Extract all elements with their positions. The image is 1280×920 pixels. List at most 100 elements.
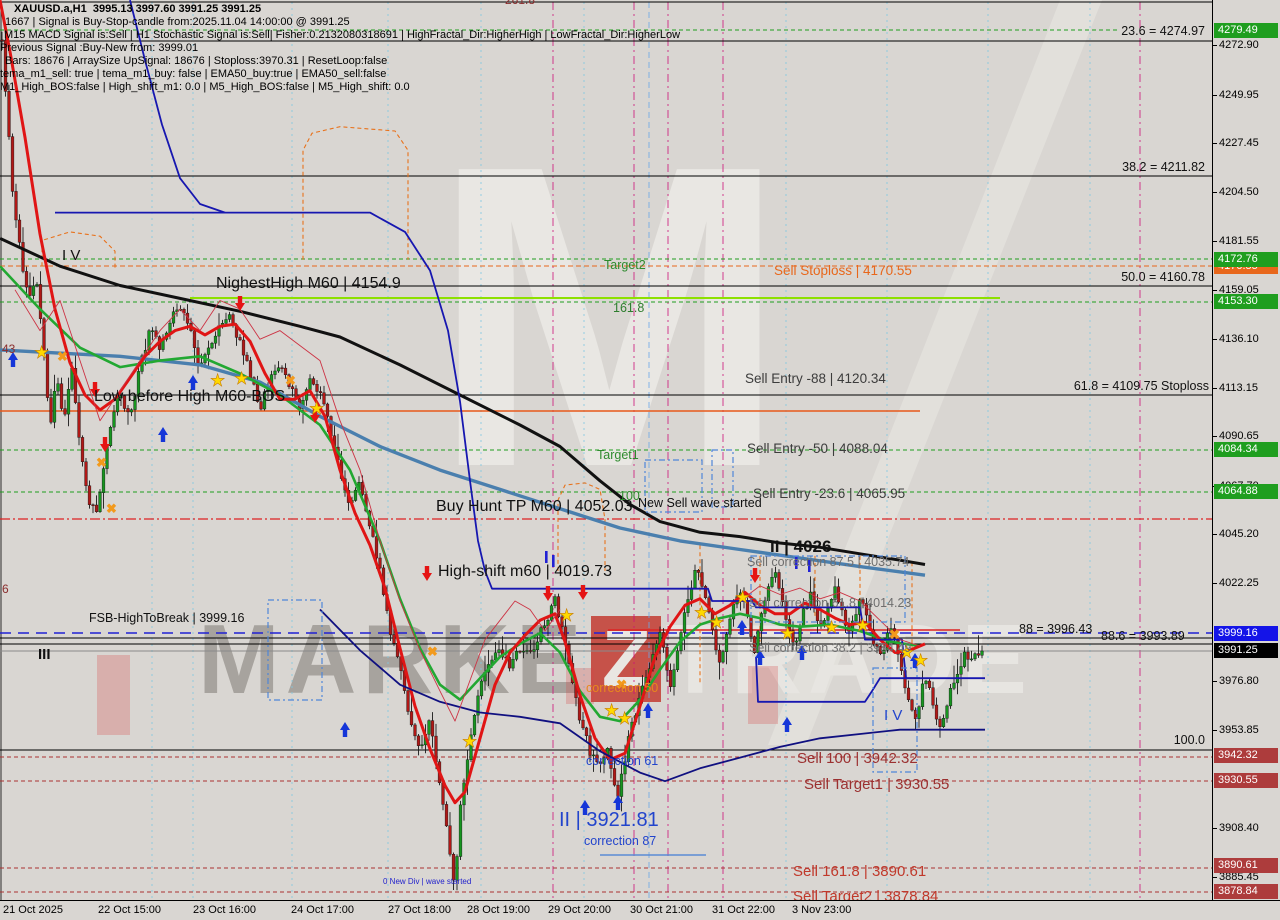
buy-arrow-icon	[580, 800, 590, 815]
cross-icon: ✖	[427, 644, 438, 659]
vertical-grid-lines	[0, 2, 1141, 900]
price-level-badge: 4172.76	[1214, 252, 1278, 267]
price-level-badge: 3878.84	[1214, 884, 1278, 899]
ma-red	[0, 0, 926, 805]
price-tick-label: 4249.95	[1213, 89, 1259, 101]
time-tick-label: 23 Oct 16:00	[193, 904, 256, 916]
price-level-badge: 4064.88	[1214, 484, 1278, 499]
star-icon: ★	[617, 709, 632, 728]
price-tick-label: 3908.40	[1213, 822, 1259, 834]
chart-surface[interactable]: M MARKE Z TRADE ★ ★ ★ ★ ★ ★ ★ ★ ★ ★ ★ ★ ★ ★ ★ ★ ✖ ✖ ✖ ✖ ✖ ✖ ✖ …	[0, 0, 1212, 900]
price-tick-label: 3976.80	[1213, 675, 1259, 687]
price-tick-label: 4022.25	[1213, 577, 1259, 589]
price-level-badge: 4279.49	[1214, 23, 1278, 38]
indicator-lines	[0, 0, 985, 805]
time-tick-label: 28 Oct 19:00	[467, 904, 530, 916]
level-lines	[0, 1, 1212, 893]
price-tick-label: 3885.45	[1213, 871, 1259, 883]
wave-tick-icon	[552, 555, 555, 567]
buy-arrow-icon	[340, 722, 350, 737]
cross-icon: ✖	[96, 455, 107, 470]
buy-arrow-icon	[8, 352, 18, 367]
price-level-badge: 3930.55	[1214, 773, 1278, 788]
price-tick-label: 4204.50	[1213, 186, 1259, 198]
time-tick-label: 22 Oct 15:00	[98, 904, 161, 916]
star-icon: ★	[462, 732, 477, 751]
star-icon: ★	[899, 643, 914, 662]
price-tick-label: 4181.55	[1213, 235, 1259, 247]
navy-upper	[55, 211, 985, 680]
time-tick-label: 29 Oct 20:00	[548, 904, 611, 916]
sell-arrow-icon	[422, 566, 432, 581]
trade-markers: ★★ ★★★★★★★★★★ ★ ★★★✖✖✖✖✖✖✖	[8, 296, 929, 815]
star-icon: ★	[694, 603, 709, 622]
buy-arrow-icon	[737, 620, 747, 635]
price-tick-label: 4113.15	[1213, 382, 1258, 394]
navy-topleft	[129, 0, 226, 214]
time-tick-label: 27 Oct 18:00	[388, 904, 451, 916]
cross-icon: ✖	[889, 627, 900, 642]
price-axis[interactable]: 4272.90 4249.95 4227.45 4204.50 4181.55 4159.…	[1212, 0, 1280, 900]
ma-black	[0, 236, 926, 566]
sell-arrow-icon	[750, 568, 760, 583]
time-tick-label: 31 Oct 22:00	[712, 904, 775, 916]
price-level-badge: 3991.25	[1214, 643, 1278, 658]
chart-plot: ★★ ★★★★★★★★★★ ★ ★★★✖✖✖✖✖✖✖	[0, 0, 1212, 900]
navy-lower	[319, 608, 985, 783]
diagonal-streak	[768, 0, 1102, 745]
star-icon: ★	[709, 613, 724, 632]
sell-arrow-icon	[578, 585, 588, 600]
price-tick-label: 4159.05	[1213, 284, 1259, 296]
candles	[0, 31, 984, 891]
cross-icon: ✖	[285, 373, 296, 388]
watermark-logo: M	[430, 0, 1102, 745]
time-axis[interactable]: 21 Oct 2025 22 Oct 15:00 23 Oct 16:00 24 Oc…	[0, 900, 1280, 920]
star-icon: ★	[559, 606, 574, 625]
wave-tick-icon	[808, 560, 811, 572]
buy-arrow-icon	[910, 653, 920, 668]
sell-arrow-icon	[235, 296, 245, 311]
time-tick-label: 21 Oct 2025	[3, 904, 63, 916]
ma-steelblue	[0, 348, 926, 577]
star-icon: ★	[824, 618, 839, 637]
sell-arrow-icon	[100, 437, 110, 452]
navy-step	[755, 656, 920, 703]
cross-icon: ✖	[57, 349, 68, 364]
cross-icon: ✖	[616, 677, 627, 692]
env-crimson-left	[14, 289, 561, 722]
buy-arrow-icon	[643, 703, 653, 718]
price-tick-label: 4090.65	[1213, 430, 1259, 442]
highlight-zones	[97, 655, 778, 735]
env-crimson-right	[739, 585, 921, 647]
buy-arrow-icon	[613, 795, 623, 810]
time-tick-label: 30 Oct 21:00	[630, 904, 693, 916]
star-icon: ★	[210, 371, 225, 390]
star-icon: ★	[604, 701, 619, 720]
time-tick-label: 3 Nov 23:00	[792, 904, 852, 916]
star-icon: ★	[34, 343, 49, 362]
star-icon: ★	[735, 588, 750, 607]
ma-green	[0, 265, 921, 723]
buy-arrow-icon	[755, 650, 765, 665]
price-tick-label: 4045.20	[1213, 528, 1259, 540]
cross-icon: ✖	[106, 501, 117, 516]
big-m-logo-icon: M	[430, 77, 788, 557]
buy-arrow-icon	[158, 427, 168, 442]
star-icon: ★	[780, 624, 795, 643]
price-tick-label: 4136.10	[1213, 333, 1259, 345]
price-tick-label: 4272.90	[1213, 39, 1259, 51]
price-tick-label: 4227.45	[1213, 137, 1259, 149]
star-icon: ★	[309, 399, 324, 418]
signal-boxes	[267, 449, 918, 773]
sell-arrow-icon	[543, 586, 553, 601]
wave-tick-icon	[795, 557, 798, 569]
buy-arrow-icon	[782, 717, 792, 732]
price-level-badge: 3999.16	[1214, 626, 1278, 641]
star-icon: ★	[913, 651, 928, 670]
wave-tick-icon	[545, 551, 548, 563]
time-tick-label: 24 Oct 17:00	[291, 904, 354, 916]
star-icon: ★	[234, 369, 249, 388]
price-level-badge: 4153.30	[1214, 294, 1278, 309]
price-level-badge: 3942.32	[1214, 748, 1278, 763]
